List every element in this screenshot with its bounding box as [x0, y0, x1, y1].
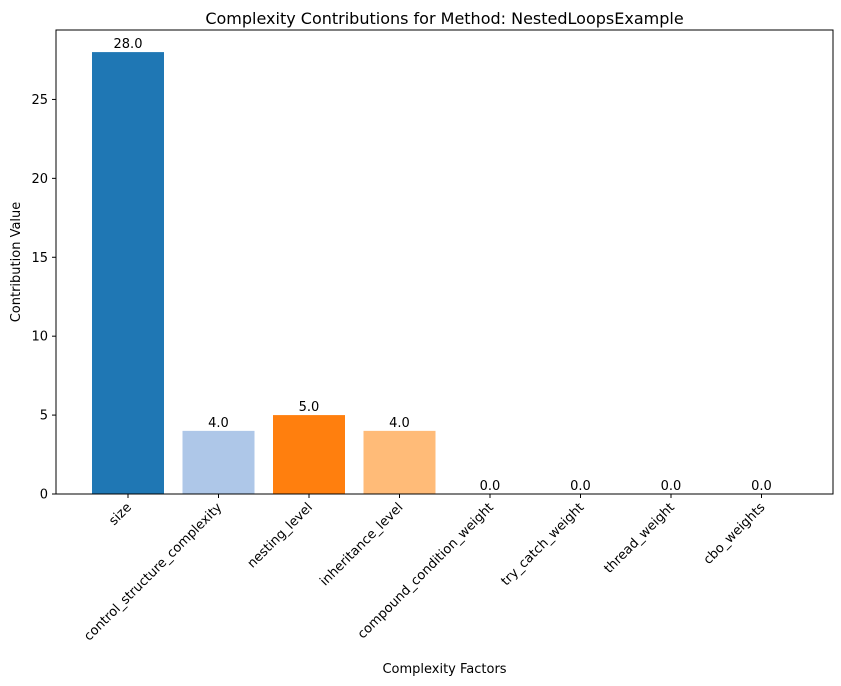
- x-axis-label: Complexity Factors: [382, 662, 506, 677]
- y-tick-label: 0: [40, 488, 48, 503]
- bar-nesting_level: [273, 415, 345, 494]
- x-tick-label: thread_weight: [601, 500, 677, 576]
- bar-value-label: 0.0: [570, 479, 591, 494]
- x-tick-label: try_catch_weight: [499, 500, 588, 589]
- y-tick-label: 15: [31, 251, 48, 266]
- bar-control_structure_complexity: [182, 430, 255, 494]
- bar-value-label: 4.0: [208, 416, 229, 431]
- y-tick-label: 10: [31, 330, 48, 345]
- chart-title: Complexity Contributions for Method: Nes…: [205, 9, 683, 28]
- y-axis-label: Contribution Value: [9, 202, 24, 323]
- bar-value-label: 4.0: [389, 416, 410, 431]
- x-tick-label: cbo_weights: [701, 500, 769, 568]
- y-tick-label: 20: [31, 172, 48, 187]
- y-tick-label: 25: [31, 93, 48, 108]
- x-tick-label: nesting_level: [245, 500, 316, 571]
- bar-value-label: 0.0: [480, 479, 501, 494]
- plot-area-frame: [55, 29, 834, 495]
- bars-layer: 28.0 4.0 5.0 4.0 0.0 0.0 0.0 0.0: [92, 37, 772, 494]
- x-tick-label: control_structure_complexity: [81, 500, 225, 644]
- bar-inheritance_level: [363, 430, 436, 494]
- y-tick-label: 5: [40, 409, 48, 424]
- bar-value-label: 0.0: [751, 479, 772, 494]
- x-tick-label: size: [106, 500, 134, 528]
- bar-size: [92, 52, 164, 494]
- bar-value-label: 5.0: [299, 400, 320, 415]
- bar-value-label: 28.0: [114, 37, 143, 52]
- bar-value-label: 0.0: [661, 479, 682, 494]
- x-tick-label: inheritance_level: [317, 500, 406, 589]
